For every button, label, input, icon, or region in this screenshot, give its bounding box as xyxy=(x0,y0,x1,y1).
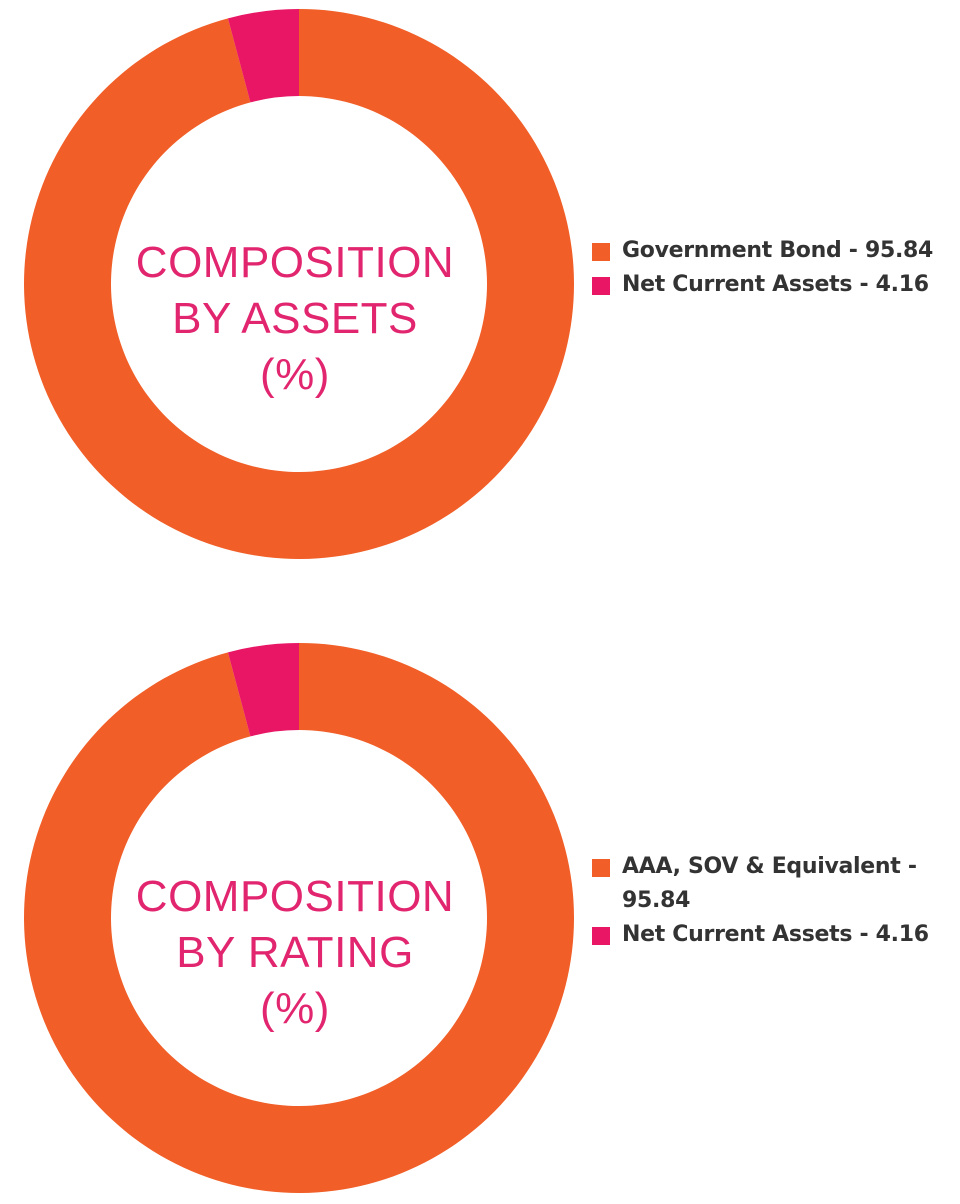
donut-center-title-assets: COMPOSITION BY ASSETS (%) xyxy=(115,235,475,403)
composition-by-assets-chart: COMPOSITION BY ASSETS (%) Government Bon… xyxy=(0,0,960,560)
legend-label: AAA, SOV & Equivalent - 95.84 xyxy=(622,854,917,913)
legend-swatch xyxy=(592,927,610,945)
title-line-2: BY ASSETS xyxy=(172,294,418,343)
donut-slice-2 xyxy=(227,9,299,103)
legend-label: Net Current Assets - 4.16 xyxy=(622,922,929,947)
donut-slice-2 xyxy=(227,643,299,737)
legend-swatch xyxy=(592,277,610,295)
title-line-3: (%) xyxy=(260,984,330,1033)
legend-rating: AAA, SOV & Equivalent - 95.84 Net Curren… xyxy=(592,850,952,952)
legend-label: Net Current Assets - 4.16 xyxy=(622,272,929,297)
legend-item-government-bond: Government Bond - 95.84 xyxy=(592,234,952,268)
donut-slice-1 xyxy=(23,9,574,559)
title-line-2: BY RATING xyxy=(176,928,414,977)
legend-swatch xyxy=(592,859,610,877)
legend-item-net-current-assets: Net Current Assets - 4.16 xyxy=(592,918,952,952)
composition-by-rating-chart: COMPOSITION BY RATING (%) AAA, SOV & Equ… xyxy=(0,634,960,1194)
title-line-1: COMPOSITION xyxy=(135,238,455,287)
legend-label: Government Bond - 95.84 xyxy=(622,238,934,263)
donut-chart-rating xyxy=(23,643,574,1193)
legend-swatch xyxy=(592,243,610,261)
donut-center-title-rating: COMPOSITION BY RATING (%) xyxy=(115,869,475,1037)
legend-item-net-current-assets: Net Current Assets - 4.16 xyxy=(592,268,952,302)
title-line-1: COMPOSITION xyxy=(135,872,455,921)
legend-assets: Government Bond - 95.84 Net Current Asse… xyxy=(592,234,952,302)
title-line-3: (%) xyxy=(260,350,330,399)
donut-chart-assets xyxy=(23,9,574,559)
donut-slice-1 xyxy=(23,643,574,1193)
legend-item-aaa-sov-equivalent: AAA, SOV & Equivalent - 95.84 xyxy=(592,850,952,918)
